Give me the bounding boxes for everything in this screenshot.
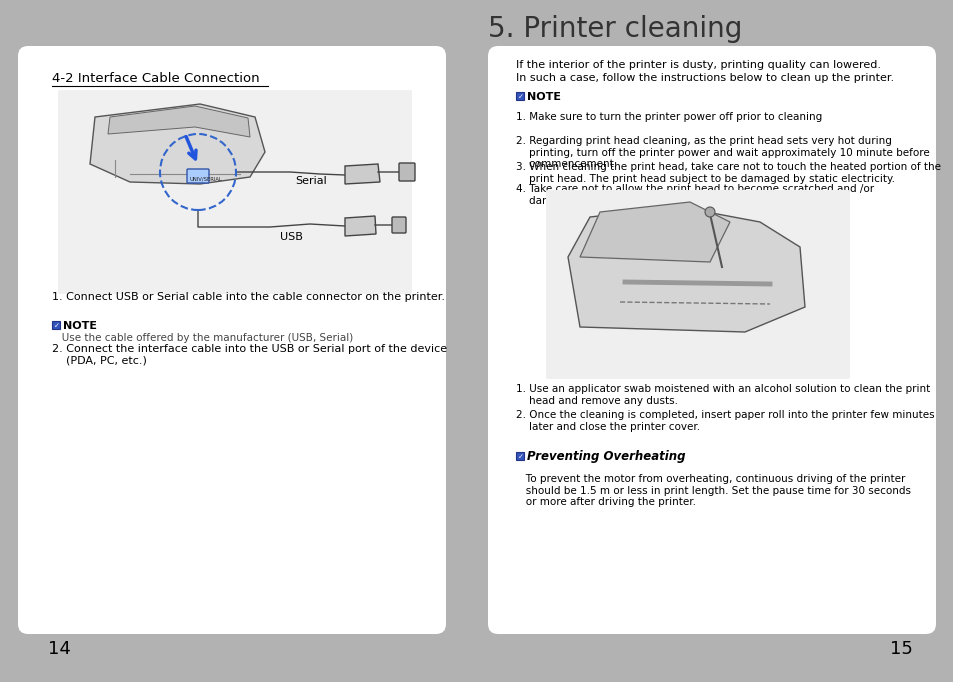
Text: 2. Connect the interface cable into the USB or Serial port of the device
    (PD: 2. Connect the interface cable into the … [52, 344, 447, 366]
FancyBboxPatch shape [392, 217, 406, 233]
Text: ✓: ✓ [517, 454, 523, 460]
Text: 2. Regarding print head cleaning, as the print head sets very hot during
    pri: 2. Regarding print head cleaning, as the… [516, 136, 929, 169]
Polygon shape [90, 104, 265, 184]
FancyBboxPatch shape [18, 46, 446, 634]
Text: NOTE: NOTE [526, 92, 560, 102]
Circle shape [704, 207, 714, 217]
FancyBboxPatch shape [545, 190, 849, 379]
Polygon shape [567, 207, 804, 332]
Text: Serial: Serial [294, 176, 327, 186]
Text: UNIV/SERIAL: UNIV/SERIAL [190, 177, 223, 182]
Polygon shape [579, 202, 729, 262]
Text: To prevent the motor from overheating, continuous driving of the printer
   shou: To prevent the motor from overheating, c… [516, 474, 910, 507]
Text: USB: USB [280, 232, 302, 242]
Polygon shape [345, 164, 379, 184]
Text: 5. Printer cleaning: 5. Printer cleaning [488, 15, 741, 43]
Text: 1. Connect USB or Serial cable into the cable connector on the printer.: 1. Connect USB or Serial cable into the … [52, 292, 444, 302]
Text: In such a case, follow the instructions below to clean up the printer.: In such a case, follow the instructions … [516, 73, 893, 83]
FancyBboxPatch shape [52, 321, 60, 329]
Text: 14: 14 [48, 640, 71, 658]
FancyBboxPatch shape [516, 92, 523, 100]
Text: If the interior of the printer is dusty, printing quality can lowered.: If the interior of the printer is dusty,… [516, 60, 880, 70]
Text: 4-2 Interface Cable Connection: 4-2 Interface Cable Connection [52, 72, 259, 85]
Text: ✓: ✓ [53, 323, 59, 329]
Polygon shape [108, 106, 250, 137]
FancyBboxPatch shape [187, 169, 209, 183]
FancyBboxPatch shape [398, 163, 415, 181]
Text: 1. Use an applicator swab moistened with an alcohol solution to clean the print
: 1. Use an applicator swab moistened with… [516, 384, 929, 406]
FancyBboxPatch shape [516, 452, 523, 460]
Text: NOTE: NOTE [63, 321, 97, 331]
Text: Use the cable offered by the manufacturer (USB, Serial): Use the cable offered by the manufacture… [52, 333, 353, 343]
Text: 15: 15 [889, 640, 912, 658]
FancyBboxPatch shape [58, 90, 412, 294]
Text: ✓: ✓ [517, 94, 523, 100]
FancyBboxPatch shape [488, 46, 935, 634]
Text: 3. When cleaning the print head, take care not to touch the heated portion of th: 3. When cleaning the print head, take ca… [516, 162, 940, 183]
Text: 4. Take care not to allow the print head to become scratched and /or
    damaged: 4. Take care not to allow the print head… [516, 184, 873, 205]
Text: Preventing Overheating: Preventing Overheating [526, 450, 685, 463]
Polygon shape [345, 216, 375, 236]
Text: 1. Make sure to turn the printer power off prior to cleaning: 1. Make sure to turn the printer power o… [516, 112, 821, 122]
Text: 2. Once the cleaning is completed, insert paper roll into the printer few minute: 2. Once the cleaning is completed, inser… [516, 410, 934, 432]
